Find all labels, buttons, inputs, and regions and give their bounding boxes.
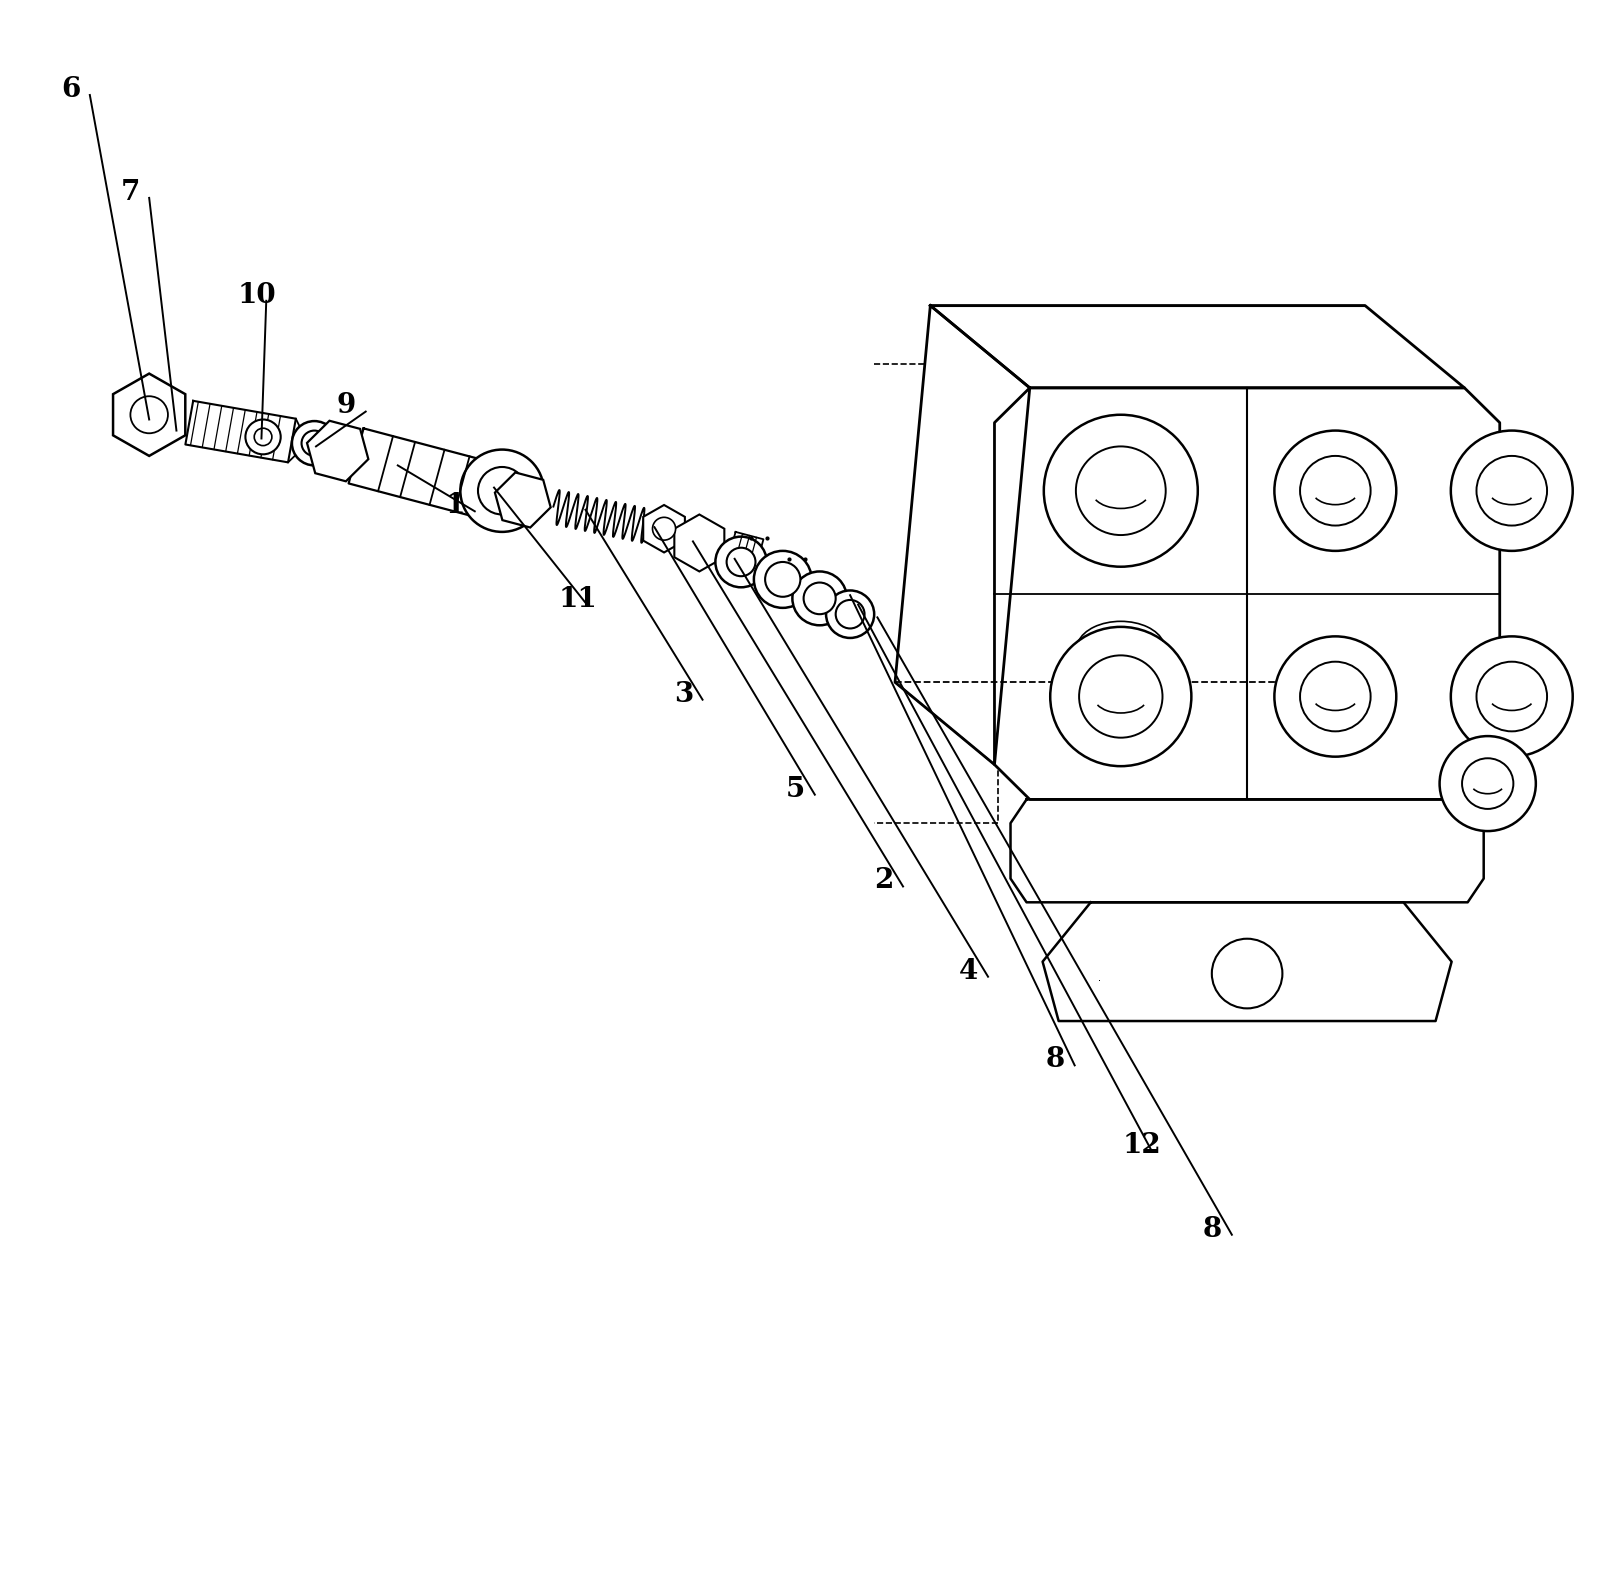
Circle shape bbox=[1463, 758, 1514, 809]
Circle shape bbox=[253, 429, 271, 446]
Text: 10: 10 bbox=[237, 282, 276, 309]
Circle shape bbox=[727, 548, 755, 576]
Circle shape bbox=[245, 419, 281, 454]
Circle shape bbox=[478, 467, 526, 514]
Circle shape bbox=[292, 421, 337, 465]
Text: 3: 3 bbox=[674, 681, 693, 708]
Circle shape bbox=[1051, 627, 1192, 766]
Polygon shape bbox=[895, 306, 1030, 765]
Text: 6: 6 bbox=[61, 76, 80, 103]
Text: 8: 8 bbox=[1203, 1216, 1222, 1243]
Circle shape bbox=[1452, 431, 1574, 551]
Circle shape bbox=[130, 396, 168, 434]
Circle shape bbox=[1275, 636, 1395, 757]
Polygon shape bbox=[674, 514, 725, 571]
Text: 9: 9 bbox=[337, 393, 356, 419]
Polygon shape bbox=[643, 505, 685, 552]
Text: 8: 8 bbox=[1046, 1046, 1065, 1073]
Circle shape bbox=[792, 571, 847, 625]
Circle shape bbox=[1079, 655, 1163, 738]
Circle shape bbox=[826, 590, 874, 638]
Text: 2: 2 bbox=[874, 867, 893, 894]
Circle shape bbox=[765, 562, 800, 597]
Text: 4: 4 bbox=[959, 958, 978, 985]
Polygon shape bbox=[930, 306, 1464, 388]
Circle shape bbox=[1452, 636, 1574, 757]
Circle shape bbox=[1301, 456, 1370, 526]
Polygon shape bbox=[112, 374, 186, 456]
Polygon shape bbox=[725, 532, 764, 578]
Circle shape bbox=[754, 551, 812, 608]
Circle shape bbox=[1477, 456, 1548, 526]
Circle shape bbox=[804, 583, 836, 614]
Circle shape bbox=[1044, 415, 1198, 567]
Circle shape bbox=[653, 518, 675, 540]
Circle shape bbox=[715, 537, 767, 587]
Circle shape bbox=[1213, 939, 1283, 1008]
Polygon shape bbox=[1043, 902, 1452, 1021]
Polygon shape bbox=[994, 388, 1500, 799]
Circle shape bbox=[1477, 662, 1548, 731]
Circle shape bbox=[1076, 446, 1166, 535]
Polygon shape bbox=[348, 429, 510, 522]
Circle shape bbox=[836, 600, 865, 628]
Circle shape bbox=[1440, 736, 1537, 831]
Circle shape bbox=[460, 450, 544, 532]
Polygon shape bbox=[496, 472, 550, 527]
Text: 1: 1 bbox=[446, 492, 465, 519]
Text: 11: 11 bbox=[558, 586, 597, 613]
Polygon shape bbox=[306, 421, 369, 481]
Text: 7: 7 bbox=[120, 179, 140, 206]
Circle shape bbox=[1275, 431, 1395, 551]
Text: 12: 12 bbox=[1123, 1132, 1161, 1159]
Text: 5: 5 bbox=[786, 776, 805, 803]
Polygon shape bbox=[1011, 799, 1484, 902]
Circle shape bbox=[302, 431, 327, 456]
Circle shape bbox=[1301, 662, 1370, 731]
